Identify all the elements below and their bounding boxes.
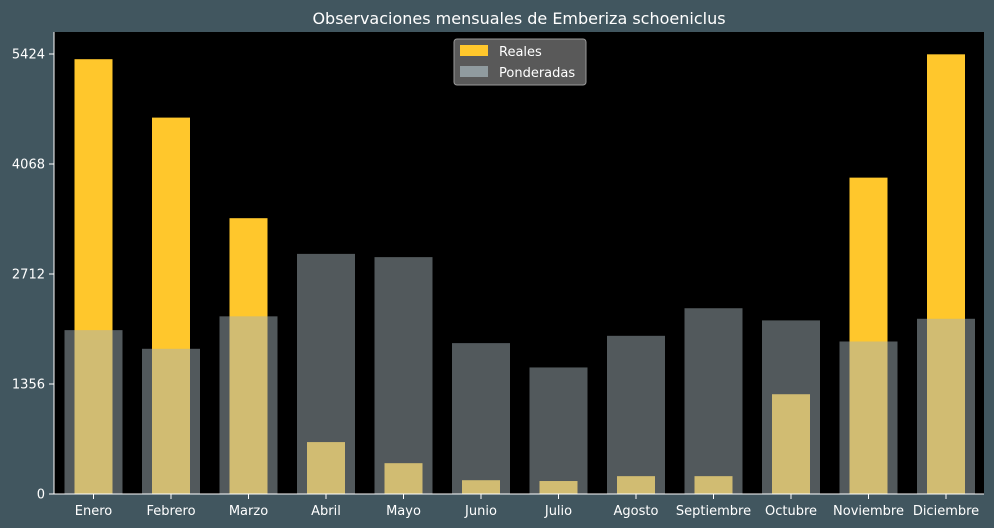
chart-title: Observaciones mensuales de Emberiza scho… — [312, 9, 725, 28]
legend-swatch-ponderadas — [460, 66, 488, 77]
bar-ponderadas-agosto — [607, 335, 665, 494]
y-tick-label: 0 — [37, 488, 45, 503]
x-tick-label: Julio — [544, 504, 572, 519]
plot-area — [54, 32, 984, 494]
x-tick-label: Diciembre — [913, 504, 979, 519]
legend-swatch-reales — [460, 45, 488, 56]
x-tick-label: Enero — [75, 504, 113, 519]
bar-ponderadas-junio — [452, 343, 510, 494]
y-tick-label: 4068 — [12, 158, 45, 173]
bar-ponderadas-septiembre — [684, 308, 743, 494]
x-tick-label: Noviembre — [833, 504, 904, 519]
legend-label-reales: Reales — [499, 45, 542, 60]
x-tick-label: Mayo — [386, 504, 421, 519]
x-tick-label: Junio — [464, 504, 497, 519]
y-tick-label: 1356 — [12, 378, 45, 393]
y-tick-label: 2712 — [12, 268, 45, 283]
bar-ponderadas-abril — [297, 253, 355, 494]
x-tick-label: Abril — [311, 504, 341, 519]
bar-ponderadas-marzo — [219, 316, 278, 494]
bars-layer — [64, 54, 975, 495]
legend: Reales Ponderadas — [453, 38, 587, 86]
bar-ponderadas-noviembre — [839, 341, 898, 494]
x-tick-label: Agosto — [614, 504, 659, 519]
x-tick-label: Septiembre — [676, 504, 751, 519]
y-tick-label: 5424 — [12, 48, 45, 63]
x-tick-label: Octubre — [765, 504, 817, 519]
bar-ponderadas-febrero — [142, 348, 200, 494]
bar-ponderadas-diciembre — [917, 318, 975, 494]
bar-ponderadas-julio — [529, 367, 588, 494]
bar-ponderadas-enero — [64, 330, 123, 494]
axis-layer: 0 1356 2712 4068 5424 Enero Febrero Marzo Abril M… — [12, 32, 984, 519]
bar-ponderadas-mayo — [374, 257, 433, 494]
x-tick-label: Marzo — [229, 504, 268, 519]
x-tick-label: Febrero — [146, 504, 195, 519]
bar-ponderadas-octubre — [762, 320, 820, 494]
legend-label-ponderadas: Ponderadas — [499, 66, 575, 81]
